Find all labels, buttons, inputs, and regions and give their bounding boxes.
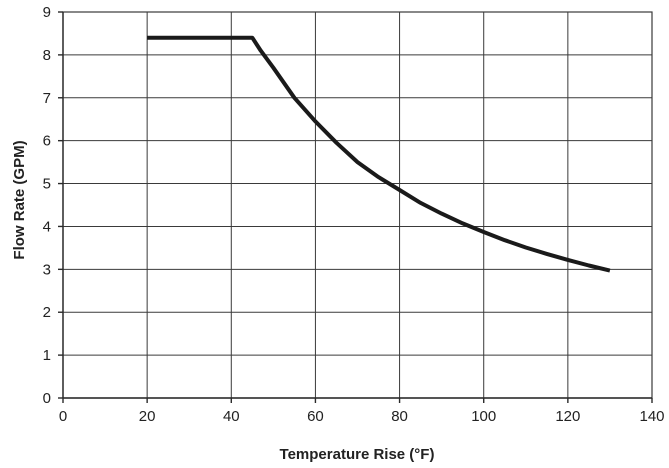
- x-tick-label: 100: [471, 408, 496, 425]
- x-tick-label: 80: [391, 408, 408, 425]
- x-tick-label: 140: [639, 408, 664, 425]
- x-tick-label: 60: [307, 408, 324, 425]
- y-axis-title: Flow Rate (GPM): [11, 140, 28, 259]
- x-tick-label: 120: [555, 408, 580, 425]
- x-axis-title: Temperature Rise (°F): [280, 446, 435, 463]
- y-tick-label: 3: [43, 261, 51, 278]
- y-tick-label: 6: [43, 133, 51, 150]
- y-tick-label: 8: [43, 47, 51, 64]
- y-tick-label: 7: [43, 90, 51, 107]
- y-tick-label: 0: [43, 390, 51, 407]
- x-tick-label: 0: [59, 408, 67, 425]
- flow-rate-series-line: [147, 35, 611, 273]
- series-group: [147, 35, 611, 273]
- y-tick-label: 4: [43, 218, 51, 235]
- y-tick-labels: 0 1 2 3 4 5 6 7 8 9: [43, 4, 51, 407]
- x-tick-label: 20: [139, 408, 156, 425]
- gridlines: [63, 12, 652, 398]
- y-tick-label: 2: [43, 304, 51, 321]
- y-tick-label: 5: [43, 176, 51, 193]
- x-tick-labels: 0 20 40 60 80 100 120 140: [59, 408, 665, 425]
- axes: [58, 11, 653, 403]
- y-tick-label: 9: [43, 4, 51, 21]
- plot-frame: [62, 11, 653, 399]
- x-tick-label: 40: [223, 408, 240, 425]
- y-tick-label: 1: [43, 347, 51, 364]
